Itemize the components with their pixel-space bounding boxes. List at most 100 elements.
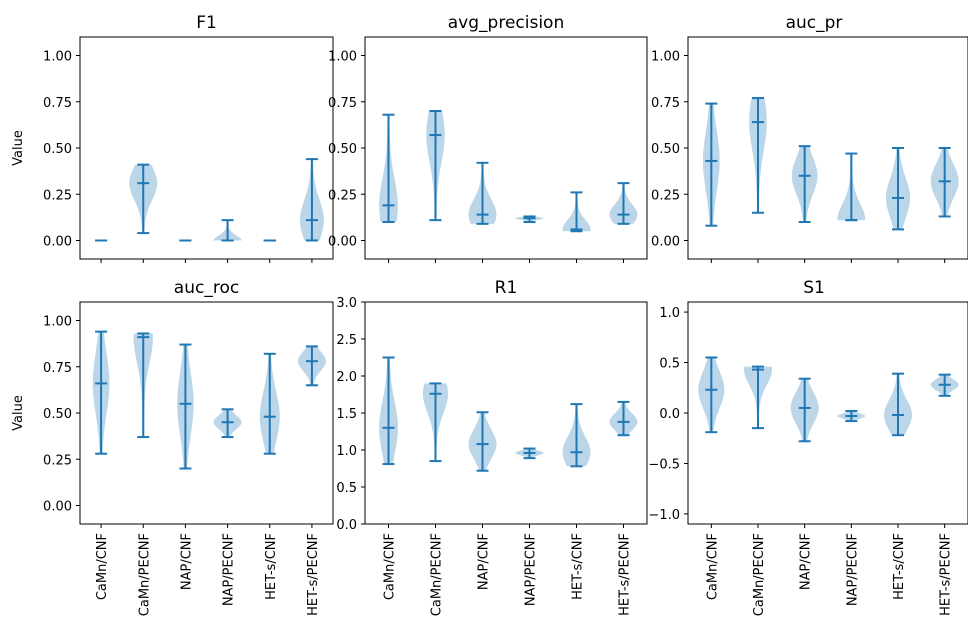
y-tick-label: −1.0 (648, 508, 680, 523)
violin-nap-pecnf (515, 215, 544, 223)
subplot-title: auc_roc (174, 278, 239, 298)
x-tick-label: NAP/CNF (799, 533, 814, 590)
violin-nap-pecnf (213, 408, 242, 439)
x-tick-label: CaMn/PECNF (752, 533, 767, 616)
y-axis-label: Value (11, 395, 26, 431)
violin-het-s-cnf (562, 191, 591, 233)
x-tick-label: HET-s/PECNF (306, 533, 321, 616)
axes-frame (687, 301, 968, 525)
y-tick-label: 1.0 (336, 444, 357, 459)
violin-camn-cnf (698, 356, 725, 434)
x-tick-label: HET-s/PECNF (618, 533, 633, 616)
y-tick-label: 1.00 (651, 50, 680, 65)
y-axis-label: Value (11, 130, 26, 166)
subplot-title: avg_precision (448, 13, 564, 33)
axes-frame (687, 36, 968, 260)
violin-camn-cnf (92, 330, 110, 455)
axes-frame (364, 36, 648, 260)
x-tick-label: HET-s/CNF (264, 533, 279, 600)
x-tick-label: NAP/PECNF (845, 533, 860, 606)
x-tick-label: CaMn/CNF (383, 533, 398, 600)
violin-nap-cnf (468, 161, 497, 225)
x-tick-label: NAP/CNF (179, 533, 194, 590)
violin-het-s-cnf (884, 372, 912, 437)
y-tick-label: 0.5 (336, 481, 357, 496)
y-tick-label: −0.5 (648, 457, 680, 472)
violin-het-s-pecnf (930, 373, 959, 397)
x-tick-label: CaMn/PECNF (137, 533, 152, 616)
y-tick-label: 0.50 (43, 142, 72, 157)
y-tick-label: 0.75 (651, 96, 680, 111)
y-tick-label: 1.00 (328, 50, 357, 65)
axes-frame (79, 301, 334, 525)
y-tick-label: 0.25 (43, 188, 72, 203)
y-tick-label: 0.00 (651, 235, 680, 250)
subplot-R1: R1 0.0 0.5 1.0 1.5 2.0 2.5 3.0 CaMn/CNF CaMn/PECN… (336, 278, 648, 616)
y-tick-label: 1.00 (43, 315, 72, 330)
y-tick-label: 0.75 (43, 96, 72, 111)
subplot-F1: F1 0.00 0.25 0.50 0.75 1.00 Value (11, 13, 334, 263)
subplot-title: R1 (495, 278, 518, 298)
violin-het-s-cnf (886, 147, 910, 231)
x-tick-label: CaMn/CNF (95, 533, 110, 600)
y-tick-label: 0.75 (328, 96, 357, 111)
y-tick-label: 0.0 (659, 407, 680, 422)
violin-camn-pecnf (129, 163, 158, 235)
violin-nap-cnf (791, 145, 818, 223)
y-tick-label: 0.25 (651, 188, 680, 203)
violin-camn-cnf (379, 113, 398, 223)
violin-camn-pecnf (749, 97, 767, 214)
violin-camn-pecnf (133, 332, 153, 439)
y-tick-label: 1.0 (659, 306, 680, 321)
x-tick-label: HET-s/CNF (571, 533, 586, 600)
axes-frame (364, 301, 648, 525)
violin-het-s-cnf (562, 403, 591, 468)
x-tick-label: NAP/PECNF (222, 533, 237, 606)
violin-camn-pecnf (744, 365, 772, 430)
violin-het-s-cnf (259, 352, 280, 455)
subplot-title: F1 (196, 13, 217, 33)
violin-nap-cnf (790, 377, 819, 443)
y-tick-label: 1.5 (336, 407, 357, 422)
subplot-S1: S1 −1.0 −0.5 0.0 0.5 1.0 CaMn/CNF CaMn/PECNF NAP… (648, 278, 968, 616)
x-tick-label: CaMn/CNF (705, 533, 720, 600)
y-tick-label: 0.25 (43, 453, 72, 468)
violin-camn-pecnf (426, 110, 445, 222)
subplot-auc-roc: auc_roc 0.00 0.25 0.50 0.75 1.00 Value CaMn/CNF… (11, 278, 334, 616)
y-tick-label: 0.0 (336, 518, 357, 533)
violin-camn-cnf (703, 102, 720, 227)
violin-nap-cnf (177, 343, 194, 470)
y-tick-label: 0.00 (43, 500, 72, 515)
y-tick-label: 0.50 (43, 407, 72, 422)
subplot-title: auc_pr (786, 13, 843, 33)
y-tick-label: 3.0 (336, 296, 357, 311)
y-tick-label: 0.50 (328, 142, 357, 157)
y-tick-label: 1.00 (43, 50, 72, 65)
y-tick-label: 0.5 (659, 357, 680, 372)
y-tick-label: 2.5 (336, 333, 357, 348)
x-tick-label: HET-s/PECNF (939, 533, 954, 616)
y-tick-label: 0.25 (328, 188, 357, 203)
x-tick-label: HET-s/CNF (892, 533, 907, 600)
y-tick-label: 0.00 (328, 235, 357, 250)
y-tick-label: 0.00 (43, 235, 72, 250)
violin-camn-cnf (379, 356, 398, 466)
y-tick-label: 0.50 (651, 142, 680, 157)
violin-nap-pecnf (515, 447, 544, 460)
violin-nap-cnf (468, 411, 497, 472)
subplot-title: S1 (803, 278, 825, 298)
violin-nap-pecnf (213, 219, 242, 242)
y-tick-label: 0.75 (43, 361, 72, 376)
x-tick-label: NAP/CNF (477, 533, 492, 590)
violin-nap-pecnf (837, 152, 866, 222)
y-tick-label: 2.0 (336, 370, 357, 385)
subplot-auc-pr: auc_pr 0.00 0.25 0.50 0.75 1.00 (651, 13, 968, 263)
violin-het-s-pecnf (609, 182, 638, 225)
violin-het-s-pecnf (299, 158, 324, 242)
x-tick-label: CaMn/PECNF (430, 533, 445, 616)
violin-het-s-pecnf (297, 345, 326, 387)
violin-camn-pecnf (422, 382, 449, 463)
violin-nap-pecnf (837, 409, 866, 423)
violin-het-s-pecnf (609, 400, 638, 437)
